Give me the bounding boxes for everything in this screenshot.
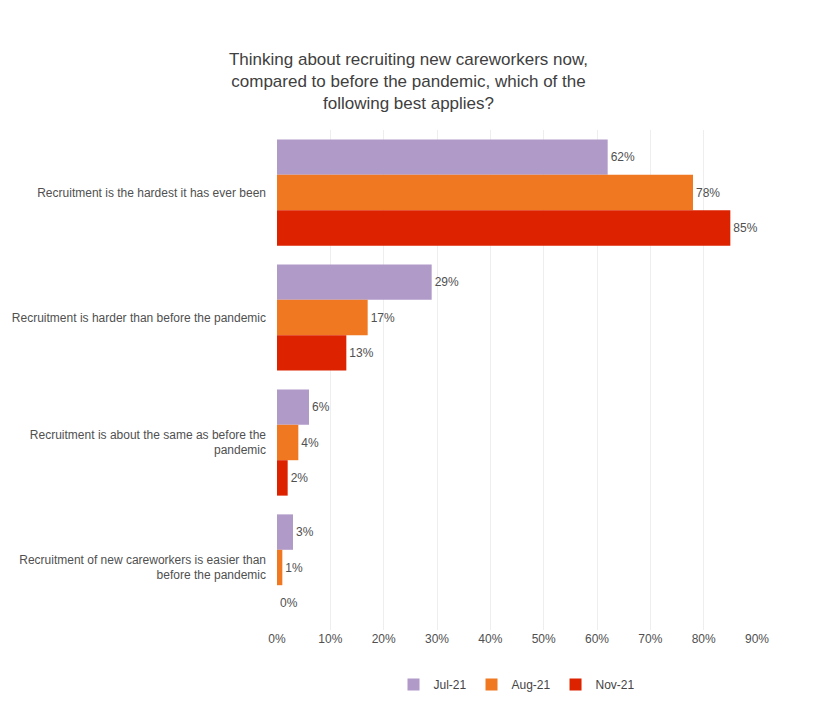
svg-text:Recruitment is harder than bef: Recruitment is harder than before the pa…: [12, 311, 266, 325]
svg-text:4%: 4%: [301, 436, 319, 450]
svg-text:17%: 17%: [371, 311, 395, 325]
svg-text:60%: 60%: [585, 632, 609, 646]
svg-text:Nov-21: Nov-21: [596, 678, 635, 692]
svg-text:80%: 80%: [692, 632, 716, 646]
svg-text:29%: 29%: [435, 275, 459, 289]
svg-text:0%: 0%: [268, 632, 286, 646]
svg-text:78%: 78%: [696, 186, 720, 200]
svg-text:Thinking about recruiting new: Thinking about recruiting new careworker…: [229, 50, 588, 113]
svg-text:2%: 2%: [291, 471, 309, 485]
svg-text:Aug-21: Aug-21: [512, 678, 551, 692]
svg-text:90%: 90%: [745, 632, 769, 646]
svg-text:Recruitment is about the same: Recruitment is about the same as before …: [30, 428, 266, 458]
svg-text:10%: 10%: [318, 632, 342, 646]
svg-text:0%: 0%: [280, 596, 298, 610]
svg-text:50%: 50%: [532, 632, 556, 646]
svg-text:1%: 1%: [285, 561, 303, 575]
svg-text:40%: 40%: [478, 632, 502, 646]
svg-text:70%: 70%: [638, 632, 662, 646]
svg-text:6%: 6%: [312, 400, 330, 414]
svg-text:62%: 62%: [611, 150, 635, 164]
svg-text:Recruitment of new careworkers: Recruitment of new careworkers is easier…: [19, 553, 266, 583]
svg-text:Jul-21: Jul-21: [434, 678, 467, 692]
svg-text:85%: 85%: [733, 221, 757, 235]
svg-text:20%: 20%: [372, 632, 396, 646]
svg-text:30%: 30%: [425, 632, 449, 646]
svg-text:Recruitment is the hardest it: Recruitment is the hardest it has ever b…: [37, 186, 266, 200]
svg-text:13%: 13%: [349, 346, 373, 360]
svg-text:3%: 3%: [296, 525, 314, 539]
